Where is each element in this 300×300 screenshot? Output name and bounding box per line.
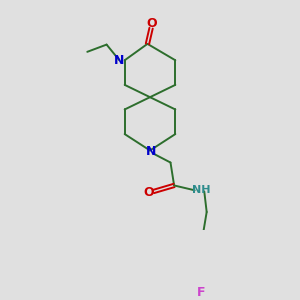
Text: O: O xyxy=(143,186,154,199)
Text: F: F xyxy=(196,286,205,299)
Text: NH: NH xyxy=(192,185,211,195)
Text: O: O xyxy=(146,17,157,30)
Text: N: N xyxy=(114,54,124,67)
Text: N: N xyxy=(146,145,156,158)
